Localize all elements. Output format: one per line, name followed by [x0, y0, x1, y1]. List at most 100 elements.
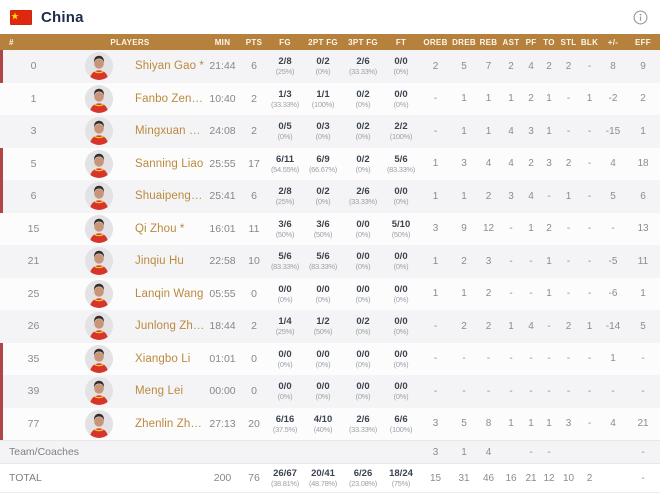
player-name[interactable]: Fanbo Zeng * [135, 92, 205, 105]
plus-minus-cell: -5 [608, 255, 618, 267]
dreb-cell: 1 [461, 125, 467, 137]
blk-cell: - [587, 255, 592, 267]
player-name[interactable]: Qi Zhou * [135, 222, 185, 235]
player-name[interactable]: Shuaipeng Cheng [135, 190, 205, 203]
fg3-cell: 2/6 (33.33%) [348, 56, 378, 77]
player-avatar [85, 84, 113, 113]
total-fg: 26/67 (38.81%) [268, 463, 302, 493]
oreb-cell: - [433, 385, 438, 397]
jersey-number: 1 [30, 92, 37, 105]
plus-minus-cell: 4 [610, 418, 616, 430]
eff-cell: 1 [640, 288, 646, 300]
oreb-cell: - [433, 320, 438, 332]
team-stl [558, 440, 579, 464]
pts-cell: 0 [251, 385, 257, 398]
team-pf: - [522, 440, 540, 464]
reb-cell: - [486, 385, 491, 397]
header-row: # PLAYERS MIN PTS FG 2PT FG 3PT FG FT OREB DREB RE… [0, 34, 660, 50]
dreb-cell: 1 [461, 288, 467, 300]
player-name[interactable]: Meng Lei [135, 385, 184, 398]
to-cell: - [547, 353, 551, 365]
info-icon[interactable] [632, 9, 648, 25]
player-row: 3 Mingxuan Hu * 24:08 2 0/5 (0%) 0/3 (0%) … [0, 115, 660, 148]
pf-cell: - [529, 353, 533, 365]
player-name[interactable]: Jinqiu Hu [135, 255, 184, 268]
dreb-cell: - [462, 385, 466, 397]
player-name[interactable]: Zhenlin Zhang [135, 417, 205, 430]
to-cell: 1 [546, 418, 552, 430]
player-name[interactable]: Junlong Zhu * [135, 320, 205, 333]
total-dreb: 31 [451, 463, 477, 493]
team-plus-minus [600, 440, 626, 464]
total-stl: 10 [558, 463, 579, 493]
player-cell: Shiyan Gao * [55, 50, 205, 83]
china-flag-icon [10, 9, 32, 25]
total-ft: 18/24 (75%) [382, 463, 420, 493]
stl-cell: 2 [565, 158, 572, 170]
player-cell: Shuaipeng Cheng [55, 180, 205, 213]
fg3-cell: 2/6 (33.33%) [348, 186, 378, 207]
blk-cell: - [587, 353, 592, 365]
player-row: 1 Fanbo Zeng * 10:40 2 1/3 (33.33%) 1/1 (1… [0, 82, 660, 115]
column-header: FT [382, 34, 420, 50]
min-cell: 00:00 [209, 385, 236, 398]
fg2-cell: 1/2 (50%) [313, 316, 333, 337]
plus-minus-cell: 1 [610, 353, 616, 365]
fg2-cell: 5/6 (83.33%) [308, 251, 338, 272]
ast-cell: 3 [508, 190, 514, 202]
fg2-cell: 4/10 (40%) [313, 413, 333, 434]
player-avatar [85, 149, 113, 178]
min-cell: 01:01 [209, 352, 236, 365]
pf-cell: 1 [528, 223, 534, 235]
pf-cell: 3 [528, 125, 534, 137]
player-cell: Junlong Zhu * [55, 310, 205, 343]
reb-cell: 8 [485, 418, 492, 430]
oreb-cell: 2 [432, 60, 439, 72]
eff-cell: 11 [637, 255, 649, 267]
oreb-cell: 1 [432, 190, 439, 202]
player-row: 35 Xiangbo Li 01:01 0 0/0 (0%) 0/0 (0%) 0/… [0, 342, 660, 376]
to-cell: 1 [546, 125, 552, 137]
player-name[interactable]: Sanning Liao [135, 157, 204, 170]
stl-cell: - [566, 255, 571, 267]
eff-cell: 5 [640, 320, 646, 332]
player-rows: 0 Shiyan Gao * 21:44 6 2/8 (25%) 0/2 (0%) … [0, 50, 660, 441]
eff-cell: - [641, 353, 645, 365]
total-3pt: 6/26 (23.08%) [344, 463, 382, 493]
plus-minus-cell: -14 [605, 320, 621, 332]
reb-cell: 2 [485, 190, 492, 202]
min-cell: 25:55 [209, 157, 236, 170]
ft-cell: 0/0 (0%) [393, 251, 409, 272]
team-coaches-row: Team/Coaches 3 1 4 - - - [0, 440, 660, 464]
jersey-number: 15 [27, 222, 40, 235]
plus-minus-cell: 8 [610, 60, 616, 72]
player-name[interactable]: Shiyan Gao * [135, 60, 204, 73]
ast-cell: 4 [508, 158, 514, 170]
player-name[interactable]: Xiangbo Li [135, 352, 191, 365]
player-name[interactable]: Lanqin Wang [135, 287, 204, 300]
reb-cell: - [486, 353, 491, 365]
fg2-cell: 1/1 (100%) [311, 88, 335, 109]
team-reb: 4 [477, 440, 500, 464]
column-header: AST [500, 34, 522, 50]
ft-cell: 5/6 (83.33%) [386, 153, 416, 174]
player-name[interactable]: Mingxuan Hu * [135, 125, 205, 138]
column-header: # [0, 34, 55, 50]
team-coaches-label: Team/Coaches [0, 440, 420, 464]
dreb-cell: 9 [461, 223, 467, 235]
to-cell: 1 [546, 255, 552, 267]
column-header: 3PT FG [344, 34, 382, 50]
player-avatar [85, 312, 113, 341]
min-cell: 24:08 [209, 125, 236, 138]
fg-cell: 6/16 (37.5%) [272, 413, 298, 434]
dreb-cell: 5 [461, 60, 467, 72]
column-header: TO [540, 34, 558, 50]
fg3-cell: 0/2 (0%) [355, 121, 371, 142]
stl-cell: 2 [565, 60, 572, 72]
jersey-number: 3 [30, 125, 37, 138]
plus-minus-cell: - [611, 385, 615, 397]
fg3-cell: 0/0 (0%) [355, 381, 371, 402]
blk-cell: - [587, 223, 592, 235]
pf-cell: 4 [528, 60, 534, 72]
jersey-number: 35 [0, 342, 55, 376]
